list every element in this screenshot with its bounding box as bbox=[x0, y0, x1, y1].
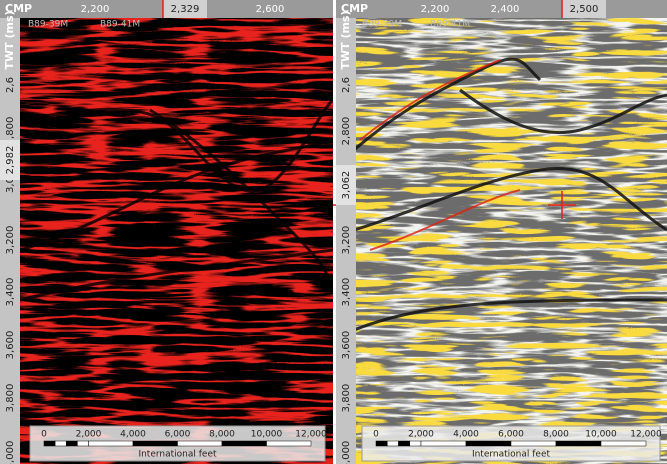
cursor-box bbox=[163, 0, 207, 18]
axis-tick: 4,000 bbox=[341, 441, 352, 464]
scale-segment bbox=[66, 440, 78, 447]
divider bbox=[333, 0, 336, 464]
axis-label: TWT (ms) bbox=[3, 10, 16, 69]
scale-segment bbox=[465, 440, 512, 447]
well-label: B89-39M bbox=[362, 20, 402, 30]
scale-tick: 0 bbox=[373, 430, 379, 440]
axis-tick: 3,200 bbox=[341, 226, 352, 255]
scale-segment bbox=[177, 440, 223, 447]
scale-tick: 8,000 bbox=[209, 430, 235, 440]
axis-tick: 2,800 bbox=[5, 117, 16, 146]
well-label: B89-41M bbox=[100, 20, 140, 30]
axis-cursor-box bbox=[0, 140, 20, 180]
seismic-left bbox=[20, 18, 333, 464]
scale-segment bbox=[132, 440, 178, 447]
scale-label: International feet bbox=[138, 450, 217, 460]
scale-tick: 4,000 bbox=[120, 430, 146, 440]
scale-tick: 2,000 bbox=[408, 430, 434, 440]
scale-segment bbox=[600, 440, 647, 447]
axis-tick: 2,6 bbox=[341, 77, 352, 93]
axis-tick: 3,0 bbox=[5, 177, 16, 193]
header-tick: 2,200 bbox=[421, 4, 450, 15]
well-label: B89-41M bbox=[430, 20, 470, 30]
scale-tick: 6,000 bbox=[165, 430, 191, 440]
axis-tick: 3,600 bbox=[5, 331, 16, 360]
header-tick: 2,600 bbox=[256, 4, 285, 15]
header-tick: 2,400 bbox=[491, 4, 520, 15]
scale-tick: 12,000 bbox=[295, 430, 327, 440]
axis-strip bbox=[0, 18, 20, 464]
axis-tick: 3,600 bbox=[341, 331, 352, 360]
scale-segment bbox=[387, 440, 399, 447]
header-cursor: 2,500 bbox=[570, 4, 599, 15]
axis-cursor: 3,062 bbox=[341, 171, 352, 200]
axis-tick: 2,6 bbox=[5, 77, 16, 93]
scale-segment bbox=[510, 440, 557, 447]
header-tick: 2,200 bbox=[81, 4, 110, 15]
scale-segment bbox=[420, 440, 467, 447]
scale-tick: 0 bbox=[41, 430, 47, 440]
well-label: B89-39M bbox=[28, 20, 68, 30]
axis-tick: 3,200 bbox=[5, 226, 16, 255]
scale-tick: 12,000 bbox=[630, 430, 662, 440]
seismic-right bbox=[354, 18, 667, 464]
scale-segment bbox=[77, 440, 89, 447]
axis-tick: 3,800 bbox=[341, 384, 352, 413]
axis-cursor-box bbox=[336, 165, 356, 205]
scale-segment bbox=[43, 440, 56, 447]
scale-tick: 2,000 bbox=[76, 430, 102, 440]
scale-segment bbox=[375, 440, 388, 447]
scale-tick: 8,000 bbox=[543, 430, 569, 440]
scale-segment bbox=[409, 440, 422, 447]
scale-segment bbox=[88, 440, 134, 447]
scale-tick: 10,000 bbox=[251, 430, 283, 440]
axis-tick: 3,800 bbox=[5, 384, 16, 413]
axis-tick: 3,400 bbox=[5, 278, 16, 307]
crosshair bbox=[548, 191, 576, 219]
scale-tick: 4,000 bbox=[453, 430, 479, 440]
scale-label: International feet bbox=[472, 450, 551, 460]
header-label: CMP bbox=[5, 2, 32, 15]
scale-segment bbox=[398, 440, 410, 447]
scale-segment bbox=[555, 440, 602, 447]
scale-tick: 10,000 bbox=[585, 430, 617, 440]
scale-tick: 6,000 bbox=[498, 430, 524, 440]
axis-tick: 4,000 bbox=[5, 441, 16, 464]
axis-cursor: 2,982 bbox=[5, 146, 16, 175]
axis-label: TWT (ms) bbox=[339, 10, 352, 69]
scale-segment bbox=[54, 440, 67, 447]
scale-segment bbox=[221, 440, 267, 447]
axis-tick: 3,400 bbox=[341, 278, 352, 307]
header-cursor: 2,329 bbox=[171, 4, 200, 15]
axis-tick: 2,800 bbox=[341, 117, 352, 146]
cursor-box bbox=[562, 0, 606, 18]
axis-strip bbox=[336, 18, 356, 464]
header-label: CMP bbox=[341, 2, 368, 15]
scale-segment bbox=[266, 440, 312, 447]
